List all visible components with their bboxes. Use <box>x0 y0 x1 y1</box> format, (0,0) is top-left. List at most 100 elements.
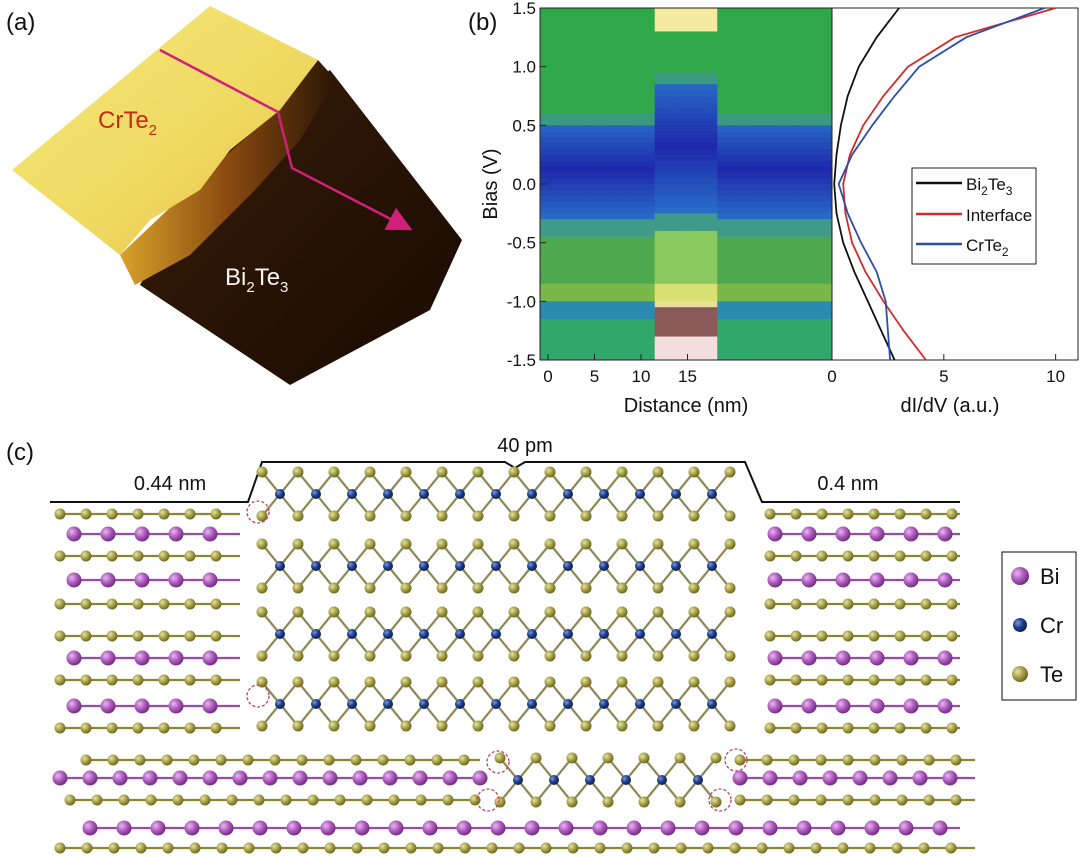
te-atom <box>724 676 736 688</box>
bi-atom <box>134 572 150 588</box>
te-atom <box>652 676 664 688</box>
cr-atom <box>513 775 523 785</box>
crte2-label: CrTe2 <box>98 107 157 139</box>
te-atom <box>292 582 304 594</box>
te-atom <box>920 674 932 686</box>
te-atom <box>869 754 881 766</box>
te-atom <box>80 550 92 562</box>
te-atom <box>472 650 484 662</box>
didv-tick-label: 5 <box>939 367 948 386</box>
bi-atom <box>937 526 953 542</box>
te-atom <box>616 720 628 732</box>
te-atom <box>472 538 484 550</box>
bi-atom <box>66 650 82 666</box>
te-atom <box>580 582 592 594</box>
didv-tick-label: 10 <box>1046 367 1065 386</box>
te-atom <box>132 722 144 734</box>
bi2te3-label: Bi2Te3 <box>225 264 288 296</box>
te-atom <box>158 598 170 610</box>
te-atom <box>280 794 292 806</box>
te-atom <box>292 720 304 732</box>
te-atom <box>783 842 795 854</box>
cr-atom <box>419 699 429 709</box>
bi-atom <box>937 572 953 588</box>
te-atom <box>790 722 802 734</box>
te-atom <box>400 582 412 594</box>
step-edge <box>120 60 336 285</box>
te-atom <box>256 582 268 594</box>
te-atom <box>868 630 880 642</box>
te-atom <box>842 754 854 766</box>
cr-atom <box>527 561 537 571</box>
bi-atom <box>660 820 676 836</box>
bi-atom <box>262 770 278 786</box>
te-atom <box>378 842 390 854</box>
te-atom <box>364 510 376 522</box>
te-atom <box>724 582 736 594</box>
scan-arrow <box>159 48 413 231</box>
cr-atom <box>347 489 357 499</box>
te-atom <box>566 752 578 764</box>
te-atom <box>350 754 362 766</box>
cr-atom <box>383 699 393 709</box>
bi-atom <box>134 526 150 542</box>
te-atom <box>323 754 335 766</box>
bi-atom <box>796 820 812 836</box>
te-atom <box>842 674 854 686</box>
te-atom <box>135 842 147 854</box>
cr-atom <box>621 775 631 785</box>
cr-atom <box>347 699 357 709</box>
te-atom <box>761 794 773 806</box>
cr-atom <box>599 489 609 499</box>
bias-tick-label: 1.0 <box>512 58 536 77</box>
te-atom <box>184 630 196 642</box>
te-atom <box>472 720 484 732</box>
te-atom <box>702 842 714 854</box>
bi-atom <box>898 820 914 836</box>
legend-te-label: Te <box>1040 662 1063 687</box>
te-atom <box>530 796 542 808</box>
cr-atom <box>657 775 667 785</box>
te-atom <box>328 466 340 478</box>
spectrum-line-interface <box>842 7 1056 361</box>
bi-atom <box>903 698 919 714</box>
te-atom <box>132 598 144 610</box>
te-atom <box>210 598 222 610</box>
te-atom <box>616 606 628 618</box>
te-atom <box>377 754 389 766</box>
bi-atom <box>100 526 116 542</box>
te-atom <box>868 722 880 734</box>
te-atom <box>580 538 592 550</box>
te-atom <box>652 650 664 662</box>
te-atom <box>436 510 448 522</box>
te-atom <box>544 650 556 662</box>
bi-atom <box>767 650 783 666</box>
te-atom <box>652 720 664 732</box>
te-atom <box>788 794 800 806</box>
cr-atom <box>671 629 681 639</box>
spectrum-line-bi2te3 <box>833 7 900 361</box>
te-atom <box>580 676 592 688</box>
te-atom <box>544 538 556 550</box>
bi-atom <box>558 820 574 836</box>
te-atom <box>472 676 484 688</box>
te-atom <box>54 722 66 734</box>
cr-atom <box>275 489 285 499</box>
te-atom <box>764 598 776 610</box>
legend-cr-atom <box>1013 618 1027 632</box>
distance-tick-label: 0 <box>827 367 836 386</box>
te-atom <box>106 722 118 734</box>
te-atom <box>580 466 592 478</box>
bi-atom <box>320 820 336 836</box>
te-atom <box>405 842 417 854</box>
cr-atom <box>563 561 573 571</box>
te-atom <box>950 794 962 806</box>
te-atom <box>790 550 802 562</box>
te-atom <box>616 650 628 662</box>
te-atom <box>292 538 304 550</box>
te-atom <box>675 842 687 854</box>
bi-atom <box>112 770 128 786</box>
bias-tick-label: -0.5 <box>507 234 536 253</box>
te-atom <box>400 538 412 550</box>
bi-atom <box>882 770 898 786</box>
